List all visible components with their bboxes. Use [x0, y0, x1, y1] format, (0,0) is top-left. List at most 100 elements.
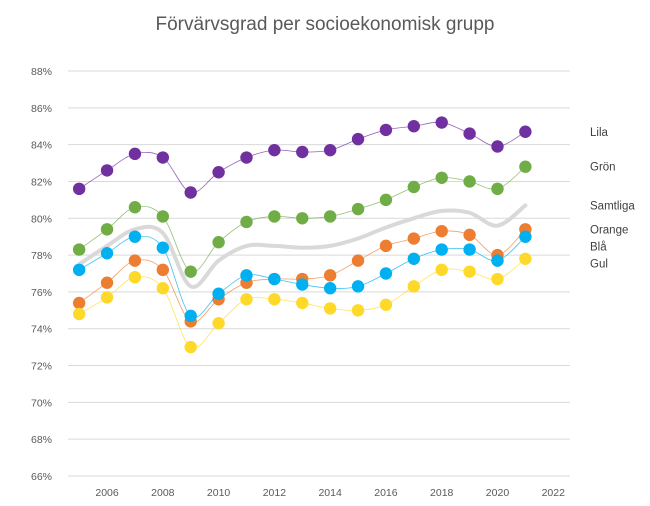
data-point [379, 239, 393, 253]
data-point [407, 180, 421, 194]
data-point [100, 164, 114, 177]
data-point [351, 202, 365, 216]
data-point [296, 212, 309, 225]
data-point [296, 278, 309, 291]
y-tick-label: 72% [31, 361, 52, 373]
data-point [491, 254, 504, 267]
data-point [463, 228, 476, 242]
x-tick-label: 2020 [486, 487, 510, 499]
legend-label-orange: Orange [590, 224, 628, 236]
data-point [128, 254, 142, 267]
data-point [128, 230, 142, 243]
data-point [156, 241, 170, 254]
data-point [435, 171, 448, 184]
legend-label-blå: Blå [590, 241, 607, 253]
x-tick-label: 2022 [542, 487, 566, 499]
x-tick-label: 2014 [318, 487, 342, 499]
data-point [519, 230, 532, 243]
data-point [240, 269, 253, 282]
data-point [519, 252, 532, 265]
data-point [519, 125, 532, 138]
data-point [240, 293, 253, 306]
data-point [212, 236, 225, 249]
data-point [435, 263, 448, 277]
data-point [100, 291, 114, 304]
y-tick-label: 86% [31, 103, 52, 115]
y-tick-label: 84% [31, 140, 52, 152]
legend-label-gul: Gul [590, 258, 608, 270]
series-blå [72, 230, 532, 323]
data-point [296, 145, 309, 159]
data-point [491, 272, 504, 286]
data-point [212, 287, 225, 300]
series-orange [72, 223, 532, 328]
x-axis-tick-labels: 2006 2008 2010 2012 2014 2016 2018 2020 2022 [95, 487, 565, 499]
data-point [212, 166, 225, 179]
data-point [323, 210, 337, 223]
legend: Lila Grön Samtliga Orange Blå Gul [590, 127, 635, 271]
x-tick-label: 2006 [95, 487, 119, 499]
data-point [491, 182, 504, 196]
x-tick-label: 2016 [374, 487, 398, 499]
x-tick-label: 2010 [207, 487, 231, 499]
x-tick-label: 2012 [263, 487, 287, 499]
data-point [240, 215, 253, 229]
legend-label-lila: Lila [590, 127, 609, 139]
series-grön [72, 160, 532, 278]
data-point [519, 160, 532, 173]
data-point [268, 143, 281, 157]
data-point [379, 193, 393, 207]
data-point [72, 243, 86, 256]
data-point [128, 201, 142, 214]
y-tick-label: 76% [31, 287, 52, 299]
data-point [156, 263, 170, 277]
data-point [379, 123, 393, 137]
data-point [268, 293, 281, 306]
data-point [323, 302, 337, 315]
y-tick-label: 82% [31, 176, 52, 188]
data-point [100, 276, 114, 289]
data-point [184, 265, 197, 278]
data-point [156, 282, 170, 295]
data-point [156, 210, 170, 223]
data-point [184, 186, 197, 199]
data-point [72, 296, 86, 310]
data-point [268, 272, 281, 286]
series-samtliga [77, 203, 528, 289]
data-point [463, 175, 476, 188]
data-point [435, 116, 448, 129]
data-point [128, 147, 142, 161]
y-tick-label: 74% [31, 324, 52, 336]
data-point [351, 254, 365, 267]
data-point [435, 224, 448, 238]
y-tick-label: 68% [31, 434, 52, 446]
gridlines [68, 70, 570, 477]
data-point [407, 120, 421, 133]
data-point [212, 317, 225, 330]
legend-label-samtliga: Samtliga [590, 200, 635, 212]
data-point [240, 151, 253, 164]
y-axis-tick-labels: 66% 68% 70% 72% 74% 76% 78% 80% 82% 84% 86% 88% [31, 66, 52, 483]
x-tick-label: 2018 [430, 487, 454, 499]
data-point [435, 243, 448, 256]
series-layer [72, 116, 532, 354]
data-point [463, 265, 476, 278]
data-point [379, 267, 393, 280]
data-point [407, 252, 421, 265]
data-point [128, 270, 142, 284]
data-point [351, 132, 365, 146]
data-point [72, 307, 86, 321]
data-point [351, 280, 365, 293]
data-point [72, 263, 86, 277]
y-tick-label: 78% [31, 250, 52, 262]
y-tick-label: 66% [31, 471, 52, 483]
data-point [491, 140, 504, 153]
series-gul [72, 252, 532, 354]
data-point [323, 282, 337, 295]
data-point [184, 340, 197, 354]
data-point [72, 182, 86, 196]
data-point [407, 232, 421, 245]
data-point [100, 223, 114, 236]
data-point [463, 127, 476, 140]
